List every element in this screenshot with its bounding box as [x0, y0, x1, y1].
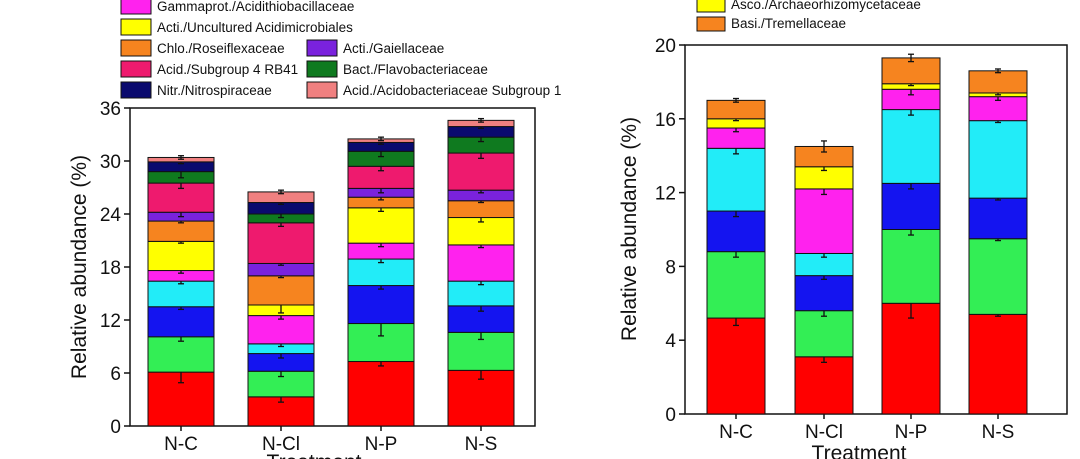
y-tick-label: 6 [110, 364, 121, 385]
bar-segment [447, 244, 515, 282]
bar-segment [247, 275, 315, 306]
x-tick-label: N-C [164, 434, 198, 455]
legend-swatch [120, 81, 152, 99]
x-tick-label: N-S [982, 422, 1015, 443]
bar-segment [447, 200, 515, 219]
bar-segment [247, 222, 315, 264]
bar-segment [706, 317, 766, 415]
bar-segment [347, 258, 415, 287]
legend-swatch [306, 39, 338, 57]
legend-swatch [696, 16, 726, 32]
legend-label: Acti./Gaiellaceae [343, 41, 444, 56]
legend-swatch [306, 60, 338, 78]
x-tick-label: N-Cl [262, 434, 300, 455]
y-tick-label: 30 [100, 152, 121, 173]
bar-segment [706, 147, 766, 212]
bar-segment [247, 315, 315, 345]
bar-segment [147, 336, 215, 373]
y-tick-label: 20 [655, 36, 676, 57]
legend-label: Nitr./Nitrospiraceae [157, 83, 272, 98]
x-tick-label: N-P [365, 434, 398, 455]
y-tick-label: 36 [100, 99, 121, 120]
chart-right: 0 4 8 12 16 20 N-C N-Cl N-P N-S Relative abundanc… [618, 0, 1068, 459]
y-tick-label: 0 [665, 405, 676, 426]
legend-label: Acid./Subgroup 4 RB41 [157, 62, 298, 77]
bar-segment [447, 152, 515, 191]
legend-swatch [120, 39, 152, 57]
bar-segment [706, 99, 766, 120]
legend-swatch [120, 18, 152, 36]
legend-swatch [120, 0, 152, 15]
bar-segment [881, 109, 941, 184]
bar-segment [968, 120, 1028, 199]
chart-left: 0 6 12 18 24 30 36 N-C N-Cl N-P N-S Relative abund… [68, 0, 561, 459]
bar-segment [794, 310, 854, 358]
y-tick-label: 18 [100, 258, 121, 279]
x-tick-label: N-Cl [805, 422, 843, 443]
bar-segment [347, 361, 415, 427]
x-axis-label-left: Treatment [267, 451, 362, 459]
bar-segment [968, 70, 1028, 94]
y-tick-label: 24 [100, 205, 122, 226]
y-tick-label: 4 [665, 331, 676, 352]
x-tick-label: N-P [895, 422, 928, 443]
bar-segment [968, 313, 1028, 415]
legend-label: Acid./Acidobacteriaceae Subgroup 1 [343, 83, 561, 98]
y-axis-label-right: Relative abundance (%) [618, 117, 641, 341]
y-tick-label: 0 [110, 417, 121, 438]
legend-swatch [696, 0, 726, 13]
bar-segment [147, 220, 215, 242]
legend-swatch [120, 60, 152, 78]
legend-label: Asco./Archaeorhizomycetaceae [731, 0, 921, 12]
legend-label: Gammaprot./Acidithiobacillaceae [157, 0, 354, 14]
bar-segment [881, 302, 941, 415]
bar-segment [968, 238, 1028, 315]
x-tick-label: N-S [465, 434, 498, 455]
plot-frame-right [684, 44, 1068, 415]
bar-segment [147, 306, 215, 338]
bar-segment [794, 188, 854, 254]
bar-segment [147, 280, 215, 308]
bar-segment [968, 197, 1028, 240]
legend-label: Chlo./Roseiflexaceae [157, 41, 285, 56]
bar-segment [794, 275, 854, 312]
y-tick-label: 16 [655, 110, 676, 131]
bar-segment [706, 251, 766, 319]
x-axis-label-right: Treatment [812, 442, 907, 459]
bar-segment [881, 182, 941, 230]
bar-segment [347, 207, 415, 244]
legend-label: Basi./Tremellaceae [731, 16, 846, 31]
bar-segment [347, 285, 415, 325]
y-tick-label: 8 [665, 257, 676, 278]
y-axis-label-left: Relative abundance (%) [68, 155, 91, 379]
y-tick-label: 12 [655, 184, 676, 205]
bar-segment [147, 240, 215, 272]
x-tick-label: N-C [719, 422, 753, 443]
legend-label: Bact./Flavobacteriaceae [343, 62, 488, 77]
y-tick-label: 12 [100, 311, 121, 332]
legend-label: Acti./Uncultured Acidimicrobiales [157, 20, 353, 35]
legend-swatch [306, 81, 338, 99]
bar-segment [147, 182, 215, 213]
bar-segment [706, 210, 766, 253]
bar-segment [881, 229, 941, 304]
bar-segment [794, 356, 854, 415]
